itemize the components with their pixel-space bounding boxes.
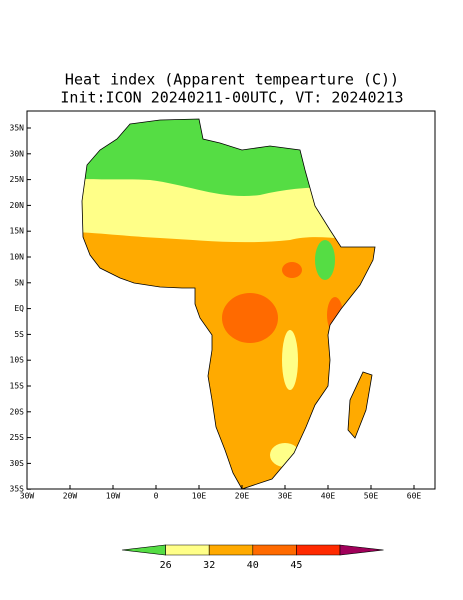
lon-label: 10W <box>106 492 121 501</box>
lon-label: 60E <box>407 492 422 501</box>
lat-label: 15S <box>10 382 25 391</box>
colorbar-segment <box>208 544 254 556</box>
colorbar-label: 32 <box>203 560 215 571</box>
lat-label: 5N <box>14 278 24 287</box>
lat-label: 10S <box>10 356 25 365</box>
lat-label: 20S <box>10 407 25 416</box>
lat-label: 30N <box>10 149 25 158</box>
lon-label: 50E <box>364 492 379 501</box>
lat-label: EQ <box>14 304 24 313</box>
lon-label: 20W <box>63 492 78 501</box>
colorbar-segment <box>121 544 166 556</box>
colorbar-segment <box>339 544 384 556</box>
colorbar-label: 40 <box>247 560 259 571</box>
lon-label: 30E <box>278 492 293 501</box>
map-frame <box>26 110 436 490</box>
lat-label: 35S <box>10 485 25 494</box>
lat-label: 35N <box>10 124 25 133</box>
lat-label: 5S <box>14 330 24 339</box>
lon-label: 10E <box>192 492 207 501</box>
lat-label: 15N <box>10 227 25 236</box>
lon-label: 40E <box>321 492 336 501</box>
lat-label: 30S <box>10 459 25 468</box>
colorbar-segment <box>252 544 297 556</box>
africa-field <box>82 119 375 489</box>
lat-label: 10N <box>10 253 25 262</box>
madagascar <box>347 371 373 439</box>
lat-label: 25S <box>10 433 25 442</box>
lat-label: 20N <box>10 201 25 210</box>
colorbar-segment <box>165 544 210 556</box>
subtitle: Init:ICON 20240211-00UTC, VT: 20240213 <box>60 89 403 107</box>
lat-label: 25N <box>10 175 25 184</box>
colorbar-segment <box>296 544 341 556</box>
lon-label: 0 <box>154 492 159 501</box>
colorbar-label: 45 <box>290 560 302 571</box>
title: Heat index (Apparent tempearture (C)) <box>65 71 399 89</box>
lon-label: 30W <box>20 492 35 501</box>
lon-label: 20E <box>235 492 250 501</box>
colorbar-label: 26 <box>160 560 172 571</box>
